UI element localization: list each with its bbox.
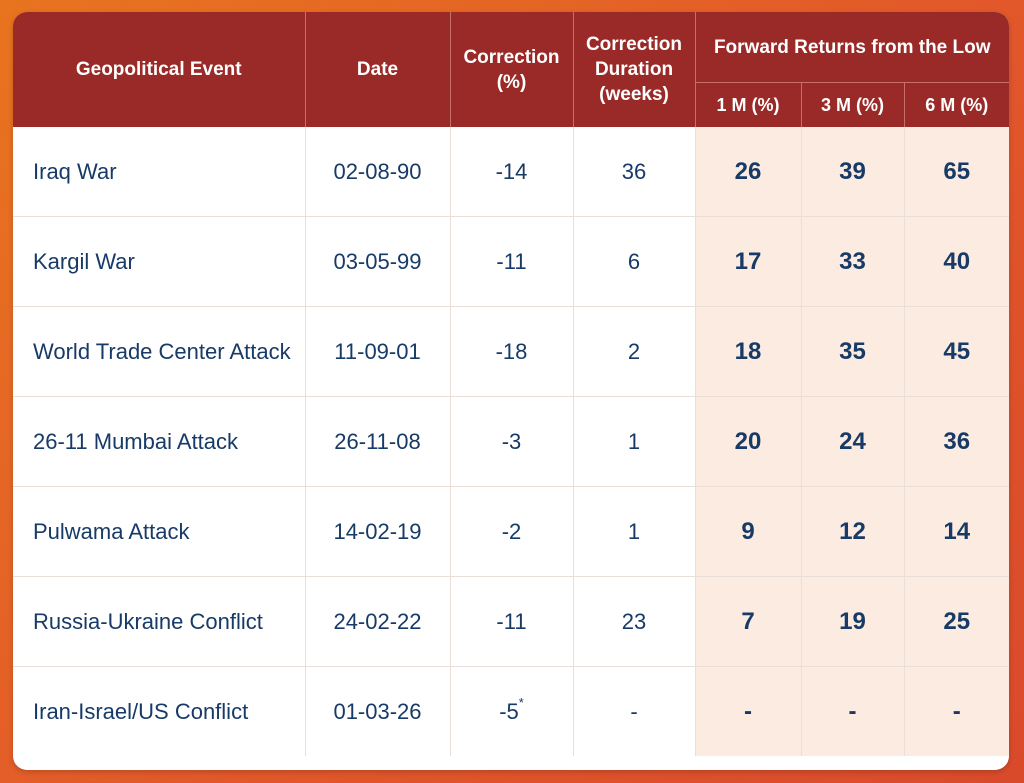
- correction-cell: -3: [450, 396, 574, 487]
- correction-value: -3: [501, 428, 522, 454]
- table-row: 26-11 Mumbai Attack 26-11-08 -3 1 20 24 …: [13, 396, 1009, 487]
- return-6m-cell: 25: [904, 576, 1009, 667]
- duration-cell: 23: [573, 576, 696, 667]
- date-cell: 01-03-26: [305, 666, 451, 756]
- correction-cell: -2: [450, 486, 574, 577]
- correction-cell: -11: [450, 576, 574, 667]
- duration-cell: 1: [573, 396, 696, 487]
- return-3m-cell: -: [801, 666, 905, 756]
- duration-cell: 36: [573, 127, 696, 217]
- header-correction: Correction (%): [450, 12, 574, 127]
- return-1m-cell: 7: [695, 576, 802, 667]
- correction-value: -2: [501, 518, 522, 544]
- duration-cell: 1: [573, 486, 696, 577]
- returns-table-card: Geopolitical Event Date Correction (%) C…: [13, 12, 1009, 770]
- correction-value: -11: [496, 248, 527, 274]
- return-1m-cell: 17: [695, 216, 802, 307]
- header-duration: Correction Duration (weeks): [573, 12, 696, 127]
- event-cell: 26-11 Mumbai Attack: [13, 396, 306, 487]
- return-3m-cell: 19: [801, 576, 905, 667]
- return-3m-cell: 12: [801, 486, 905, 577]
- event-cell: Iraq War: [13, 127, 306, 217]
- header-6m: 6 M (%): [904, 82, 1009, 127]
- return-1m-cell: -: [695, 666, 802, 756]
- correction-value: -11: [496, 608, 527, 634]
- return-6m-cell: 65: [904, 127, 1009, 217]
- correction-value: -14: [495, 158, 528, 184]
- date-cell: 11-09-01: [305, 306, 451, 397]
- return-3m-cell: 24: [801, 396, 905, 487]
- table-row: Iran-Israel/US Conflict 01-03-26 -5* - -…: [13, 666, 1009, 756]
- event-cell: Kargil War: [13, 216, 306, 307]
- return-6m-cell: -: [904, 666, 1009, 756]
- duration-cell: -: [573, 666, 696, 756]
- table-row: Russia-Ukraine Conflict 24-02-22 -11 23 …: [13, 576, 1009, 667]
- correction-value: -5: [499, 698, 519, 724]
- header-event: Geopolitical Event: [13, 12, 306, 127]
- date-cell: 24-02-22: [305, 576, 451, 667]
- correction-value: -18: [495, 338, 528, 364]
- date-cell: 14-02-19: [305, 486, 451, 577]
- date-cell: 03-05-99: [305, 216, 451, 307]
- table-row: Pulwama Attack 14-02-19 -2 1 9 12 14: [13, 486, 1009, 577]
- correction-cell: -5*: [450, 666, 574, 756]
- event-cell: Pulwama Attack: [13, 486, 306, 577]
- header-forward-returns: Forward Returns from the Low: [695, 12, 1009, 83]
- header-3m: 3 M (%): [801, 82, 905, 127]
- table-row: World Trade Center Attack 11-09-01 -18 2…: [13, 306, 1009, 397]
- return-3m-cell: 35: [801, 306, 905, 397]
- return-1m-cell: 18: [695, 306, 802, 397]
- correction-cell: -14: [450, 127, 574, 217]
- return-6m-cell: 36: [904, 396, 1009, 487]
- date-cell: 26-11-08: [305, 396, 451, 487]
- table-row: Iraq War 02-08-90 -14 36 26 39 65: [13, 127, 1009, 217]
- correction-cell: -11: [450, 216, 574, 307]
- date-cell: 02-08-90: [305, 127, 451, 217]
- correction-cell: -18: [450, 306, 574, 397]
- event-cell: World Trade Center Attack: [13, 306, 306, 397]
- event-cell: Russia-Ukraine Conflict: [13, 576, 306, 667]
- geopolitical-events-table: Geopolitical Event Date Correction (%) C…: [13, 12, 1009, 756]
- return-6m-cell: 40: [904, 216, 1009, 307]
- return-6m-cell: 45: [904, 306, 1009, 397]
- duration-cell: 2: [573, 306, 696, 397]
- return-3m-cell: 33: [801, 216, 905, 307]
- return-3m-cell: 39: [801, 127, 905, 217]
- header-1m: 1 M (%): [695, 82, 802, 127]
- return-1m-cell: 9: [695, 486, 802, 577]
- table-row: Kargil War 03-05-99 -11 6 17 33 40: [13, 216, 1009, 307]
- correction-note: *: [518, 694, 524, 710]
- duration-cell: 6: [573, 216, 696, 307]
- return-6m-cell: 14: [904, 486, 1009, 577]
- event-cell: Iran-Israel/US Conflict: [13, 666, 306, 756]
- return-1m-cell: 20: [695, 396, 802, 487]
- header-date: Date: [305, 12, 451, 127]
- return-1m-cell: 26: [695, 127, 802, 217]
